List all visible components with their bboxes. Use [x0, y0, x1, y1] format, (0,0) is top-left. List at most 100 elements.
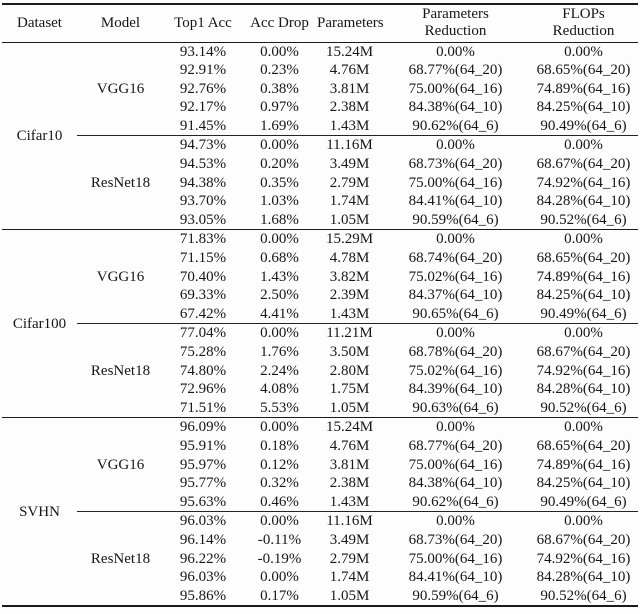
cell-parameters-reduction: 0.00%	[436, 43, 475, 60]
dataset-group-svhn: SVHN VGG16 96.09% 0.00% 15.24M 0.00% 0.00% 95.9…	[2, 417, 638, 607]
cell-parameters-reduction: 84.39%(64_10)	[408, 381, 503, 398]
cell-parameters: 4.78M	[329, 250, 370, 267]
cell-top1-acc: 71.83%	[179, 231, 227, 248]
cell-parameters: 1.05M	[329, 587, 370, 604]
cell-acc-drop: 0.00%	[242, 511, 317, 531]
cell-top1-acc: 92.76%	[179, 80, 227, 97]
cell-parameters-reduction: 75.00%(64_16)	[408, 174, 503, 191]
table-row: 70.40% 1.43% 3.82M 75.02%(64_16) 74.89%(64_1…	[2, 268, 638, 287]
cell-top1-acc: 72.96%	[179, 381, 227, 398]
cell-parameters-reduction: 0.00%	[382, 511, 529, 531]
cell-top1-acc: 71.15%	[179, 250, 227, 267]
cell-acc-drop: 0.46%	[260, 493, 299, 510]
cell-parameters: 1.05M	[329, 399, 370, 416]
table-row: SVHN VGG16 96.09% 0.00% 15.24M 0.00% 0.00%	[2, 418, 638, 519]
cell-parameters-reduction: 75.00%(64_16)	[408, 80, 503, 97]
cell-acc-drop: 0.97%	[260, 99, 299, 116]
dataset-group-cifar10: Cifar10 VGG16 93.14% 0.00% 15.24M 0.00% 0.00% 9…	[2, 42, 638, 230]
cell-flops-reduction: 90.52%(64_6)	[540, 211, 627, 228]
cell-top1-acc: 94.38%	[179, 174, 227, 191]
column-header-acc-drop: Acc Drop	[242, 4, 317, 43]
table-row: 92.91% 0.23% 4.76M 68.77%(64_20) 68.65%(64_2…	[2, 61, 638, 80]
cell-parameters-reduction: 0.00%	[382, 135, 529, 156]
cell-parameters: 15.24M	[325, 419, 374, 436]
cell-parameters-reduction: 68.73%(64_20)	[408, 156, 503, 173]
cell-acc-drop: 2.50%	[260, 287, 299, 304]
table-row: 95.97% 0.12% 3.81M 75.00%(64_16) 74.89%(64_1…	[2, 456, 638, 475]
cell-acc-drop: 1.68%	[260, 211, 299, 228]
cell-parameters: 1.75M	[329, 381, 370, 398]
cell-top1-acc: 95.77%	[179, 475, 227, 492]
table-row: 95.86% 0.17% 1.05M 90.59%(64_6) 90.52%(64_6)	[2, 587, 638, 607]
table-header: Dataset Model Top1 Acc Acc Drop Paramete…	[2, 4, 638, 43]
cell-acc-drop: 1.03%	[260, 193, 299, 210]
dataset-label: SVHN	[19, 503, 60, 520]
cell-parameters-reduction: 75.00%(64_16)	[408, 550, 503, 567]
table-row: 96.14% -0.11% 3.49M 68.73%(64_20) 68.67%(64_…	[2, 531, 638, 550]
cell-top1-acc: 94.73%	[164, 135, 242, 156]
cell-top1-acc: 96.03%	[164, 511, 242, 531]
cell-acc-drop: 0.38%	[260, 80, 299, 97]
cell-top1-acc: 70.40%	[179, 268, 227, 285]
cell-parameters: 15.29M	[325, 231, 374, 248]
cell-flops-reduction: 68.65%(64_20)	[536, 250, 631, 267]
cell-acc-drop: 0.18%	[260, 437, 299, 454]
cell-flops-reduction: 74.92%(64_16)	[536, 550, 631, 567]
table-row: 75.28% 1.76% 3.50M 68.78%(64_20) 68.67%(64_2…	[2, 343, 638, 362]
cell-parameters-reduction: 90.63%(64_6)	[412, 399, 499, 416]
dataset-label: Cifar100	[12, 315, 67, 332]
cell-parameters: 3.49M	[329, 531, 370, 548]
cell-top1-acc: 67.42%	[179, 305, 227, 322]
cell-parameters-reduction: 84.38%(64_10)	[408, 99, 503, 116]
table-row: 92.17% 0.97% 2.38M 84.38%(64_10) 84.25%(64_1…	[2, 98, 638, 117]
cell-top1-acc: 96.03%	[179, 569, 227, 586]
cell-parameters-reduction: 68.78%(64_20)	[408, 344, 503, 360]
table-row: 95.91% 0.18% 4.76M 68.77%(64_20) 68.65%(64_2…	[2, 437, 638, 456]
cell-acc-drop: 2.24%	[260, 362, 299, 379]
cell-flops-reduction: 68.67%(64_20)	[536, 531, 631, 548]
cell-top1-acc: 95.86%	[179, 587, 227, 604]
header-row: Dataset Model Top1 Acc Acc Drop Paramete…	[2, 4, 638, 43]
cell-flops-reduction: 0.00%	[529, 135, 638, 156]
cell-top1-acc: 96.22%	[179, 550, 227, 567]
cell-top1-acc: 91.45%	[179, 117, 227, 134]
table-row: 74.80% 2.24% 2.80M 75.02%(64_16) 74.92%(64_1…	[2, 362, 638, 381]
cell-top1-acc: 95.91%	[179, 437, 227, 454]
table-row: ResNet18 96.03% 0.00% 11.16M 0.00% 0.00%	[2, 511, 638, 607]
results-table: Dataset Model Top1 Acc Acc Drop Paramete…	[2, 3, 638, 608]
cell-parameters: 1.43M	[329, 305, 370, 322]
cell-parameters: 11.21M	[317, 323, 382, 343]
cell-top1-acc: 77.04%	[164, 323, 242, 343]
cell-parameters: 3.81M	[329, 456, 370, 473]
cell-flops-reduction: 90.52%(64_6)	[540, 587, 627, 604]
column-header-flops-reduction: FLOPs Reduction	[529, 4, 638, 43]
table-row: 71.51% 5.53% 1.05M 90.63%(64_6) 90.52%(64_6)	[2, 399, 638, 418]
table-row: 94.53% 0.20% 3.49M 68.73%(64_20) 68.67%(64_2…	[2, 155, 638, 174]
cell-top1-acc: 92.17%	[179, 99, 227, 116]
cell-flops-reduction: 74.89%(64_16)	[536, 456, 631, 473]
cell-acc-drop: 0.23%	[260, 62, 299, 79]
cell-acc-drop: 4.08%	[260, 381, 299, 398]
cell-acc-drop: 0.00%	[260, 43, 299, 60]
cell-parameters: 11.16M	[317, 135, 382, 156]
cell-parameters: 3.82M	[329, 268, 370, 285]
cell-top1-acc: 71.51%	[179, 399, 227, 416]
cell-acc-drop: 0.00%	[260, 569, 299, 586]
cell-flops-reduction: 84.28%(64_10)	[536, 381, 631, 398]
cell-parameters: 1.05M	[329, 211, 370, 228]
cell-parameters: 3.81M	[329, 80, 370, 97]
cell-flops-reduction: 90.49%(64_6)	[540, 117, 627, 134]
cell-parameters-reduction: 68.77%(64_20)	[408, 437, 503, 454]
cell-flops-reduction: 68.65%(64_20)	[536, 62, 631, 79]
cell-flops-reduction: 68.65%(64_20)	[536, 437, 631, 454]
model-label: ResNet18	[77, 323, 164, 418]
cell-flops-reduction: 68.67%(64_20)	[536, 156, 631, 173]
cell-acc-drop: 5.53%	[260, 399, 299, 416]
cell-parameters-reduction: 0.00%	[382, 323, 529, 343]
cell-parameters: 1.74M	[329, 193, 370, 210]
cell-top1-acc: 95.63%	[179, 493, 227, 510]
cell-flops-reduction: 0.00%	[564, 419, 603, 436]
table-row: 96.03% 0.00% 1.74M 84.41%(64_10) 84.28%(64_1…	[2, 568, 638, 587]
table-row: 92.76% 0.38% 3.81M 75.00%(64_16) 74.89%(64_1…	[2, 80, 638, 99]
cell-top1-acc: 93.14%	[179, 43, 227, 60]
